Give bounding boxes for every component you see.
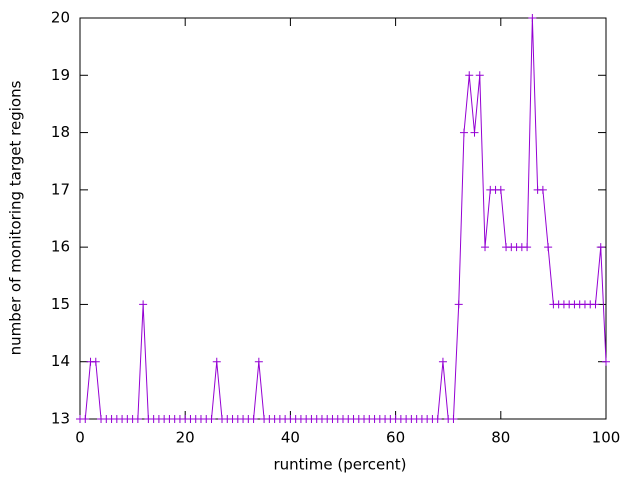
x-tick-label: 100 bbox=[592, 429, 621, 447]
y-tick-label: 13 bbox=[51, 410, 70, 428]
y-tick-label: 20 bbox=[51, 9, 70, 27]
y-tick-label: 14 bbox=[51, 352, 70, 370]
data-point bbox=[470, 128, 479, 137]
y-tick-label: 16 bbox=[51, 238, 70, 256]
data-point bbox=[591, 300, 600, 309]
data-point bbox=[544, 243, 553, 252]
data-point bbox=[475, 71, 484, 80]
data-point bbox=[602, 357, 610, 366]
data-point bbox=[81, 415, 90, 423]
data-point bbox=[465, 71, 474, 80]
x-tick-label: 40 bbox=[281, 429, 300, 447]
data-point bbox=[459, 128, 468, 137]
data-point bbox=[91, 357, 100, 366]
data-point bbox=[596, 243, 605, 252]
x-axis-label: runtime (percent) bbox=[274, 456, 407, 474]
y-tick-label: 17 bbox=[51, 180, 70, 198]
y-tick-label: 19 bbox=[51, 66, 70, 84]
data-point bbox=[249, 415, 258, 423]
data-point bbox=[538, 185, 547, 194]
data-point bbox=[254, 357, 263, 366]
data-point bbox=[433, 415, 442, 423]
x-tick-label: 60 bbox=[386, 429, 405, 447]
x-tick-label: 0 bbox=[75, 429, 85, 447]
data-point bbox=[438, 357, 447, 366]
data-line bbox=[80, 17, 607, 420]
data-point bbox=[481, 243, 490, 252]
data-point bbox=[496, 185, 505, 194]
data-point bbox=[139, 300, 148, 309]
x-tick-label: 80 bbox=[491, 429, 510, 447]
y-tick-label: 15 bbox=[51, 295, 70, 313]
y-axis-label: number of monitoring target regions bbox=[7, 80, 25, 355]
data-point bbox=[454, 300, 463, 309]
y-tick-label: 18 bbox=[51, 123, 70, 141]
x-tick-label: 20 bbox=[176, 429, 195, 447]
data-point bbox=[528, 14, 537, 22]
data-point bbox=[207, 415, 216, 423]
data-point bbox=[523, 243, 532, 252]
data-point bbox=[133, 415, 142, 423]
data-point bbox=[212, 357, 221, 366]
plot-border bbox=[79, 17, 607, 420]
data-point bbox=[449, 415, 458, 423]
